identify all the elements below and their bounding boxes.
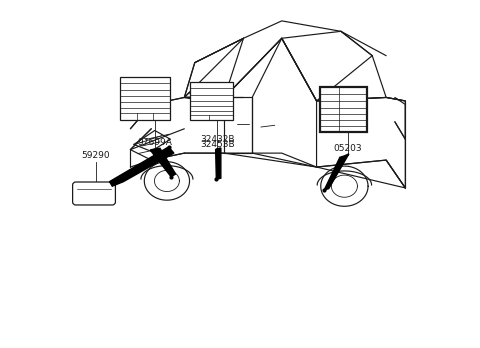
Polygon shape: [109, 147, 174, 186]
Text: 32432B: 32432B: [200, 135, 235, 144]
Text: 32453B: 32453B: [200, 140, 235, 149]
Polygon shape: [324, 154, 349, 190]
Polygon shape: [150, 148, 176, 177]
Bar: [320, 87, 367, 132]
Text: 97699A: 97699A: [137, 138, 172, 147]
Polygon shape: [216, 148, 221, 179]
Text: 05203: 05203: [334, 144, 362, 153]
Bar: [190, 82, 233, 120]
Text: 59290: 59290: [81, 151, 110, 160]
FancyBboxPatch shape: [72, 182, 115, 205]
Bar: [120, 77, 170, 120]
